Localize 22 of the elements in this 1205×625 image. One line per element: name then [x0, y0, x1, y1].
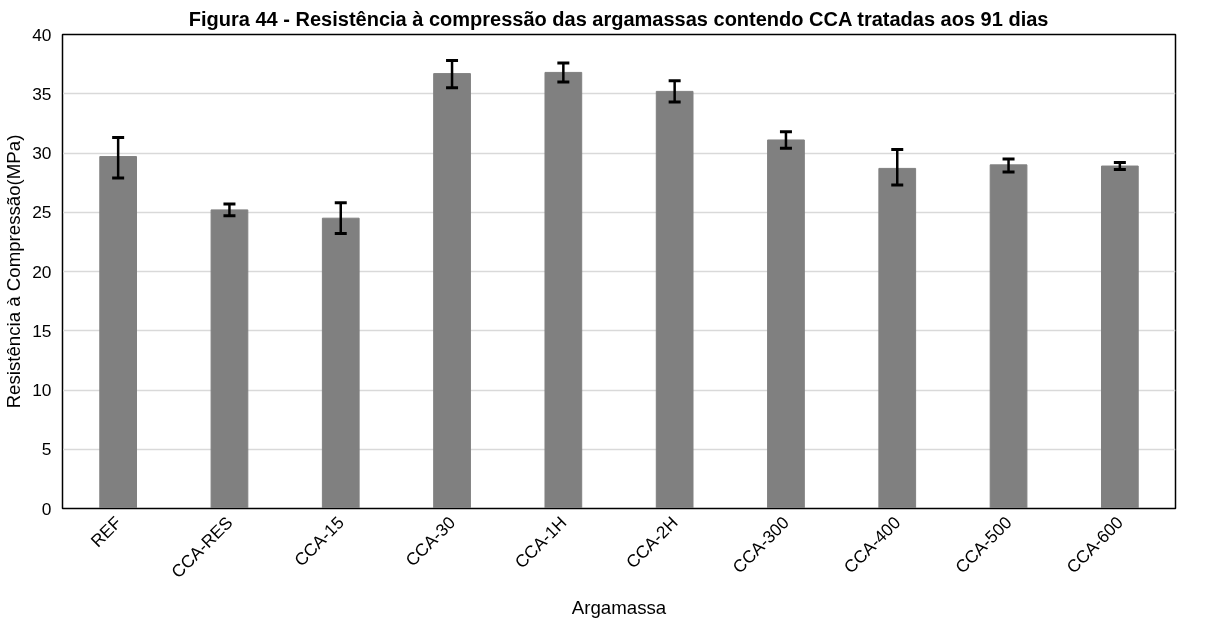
- bar: [321, 217, 360, 509]
- bar: [210, 209, 249, 509]
- bar: [767, 139, 805, 509]
- bar: [1100, 165, 1139, 509]
- bar: [99, 156, 138, 509]
- bar: [655, 90, 694, 509]
- x-axis-title: Argamassa: [571, 596, 667, 618]
- y-tick-label: 40: [32, 24, 52, 45]
- bar: [544, 71, 583, 509]
- y-tick-label: 10: [32, 380, 52, 400]
- y-tick-label: 25: [32, 202, 52, 223]
- y-tick-label: 5: [41, 439, 52, 460]
- bar: [989, 164, 1028, 509]
- y-tick-label: 20: [32, 261, 52, 282]
- y-tick-label: 30: [32, 143, 52, 163]
- bar: [878, 167, 917, 509]
- y-tick-label: 15: [32, 320, 52, 341]
- y-tick-label: 35: [32, 83, 52, 104]
- y-tick-label: 0: [41, 498, 52, 519]
- y-axis-title: Resistência à Compressão(MPa): [3, 134, 25, 409]
- chart-title: Figura 44 - Resistência à compressão das argamassas contendo CCA tratadas aos 91 dias: [188, 7, 1049, 30]
- bar: [433, 73, 471, 509]
